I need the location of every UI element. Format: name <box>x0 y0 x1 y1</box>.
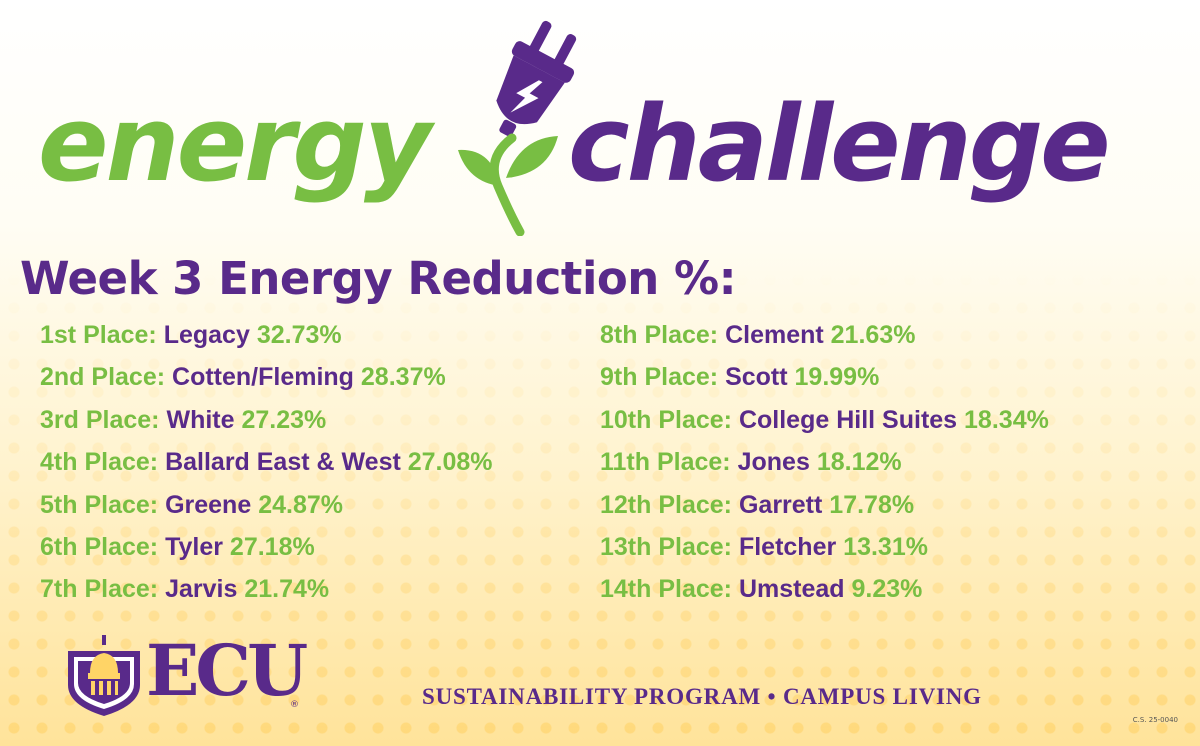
ranking-row: 12th Place: Garrett 17.78% <box>600 490 1049 532</box>
reduction-percent: 32.73% <box>256 321 342 349</box>
reduction-percent: 18.12% <box>816 448 902 477</box>
place-label: 8th Place: <box>600 321 719 349</box>
hall-name: Greene <box>165 490 252 519</box>
ranking-row: 3rd Place: White 27.23% <box>40 405 493 447</box>
registered-mark: ® <box>290 700 299 710</box>
ranking-row: 6th Place: Tyler 27.18% <box>40 532 493 574</box>
hall-name: Clement <box>725 321 824 349</box>
footer-tagline: SUSTAINABILITY PROGRAM • CAMPUS LIVING <box>422 684 982 709</box>
subtitle: Week 3 Energy Reduction %: <box>20 252 737 305</box>
dot-pattern-background <box>0 266 1200 746</box>
hall-name: Cotten/Fleming <box>172 363 354 392</box>
ranking-row: 2nd Place: Cotten/Fleming 28.37% <box>40 362 493 404</box>
reduction-percent: 13.31% <box>843 532 928 561</box>
reduction-percent: 9.23% <box>851 575 923 604</box>
reduction-percent: 21.74% <box>244 575 330 604</box>
ecu-cupola-shield-icon <box>68 635 140 716</box>
ranking-row: 1st Place: Legacy 32.73% <box>40 320 493 362</box>
hall-name: Legacy <box>163 321 250 349</box>
hall-name: Ballard East & West <box>165 448 401 477</box>
hall-name: Fletcher <box>738 532 837 561</box>
place-label: 6th Place: <box>40 532 159 561</box>
place-label: 4th Place: <box>40 448 159 477</box>
hall-name: College Hill Suites <box>738 405 958 434</box>
hall-name: Jones <box>737 448 810 477</box>
hall-name: Tyler <box>165 532 223 561</box>
hall-name: Garrett <box>738 490 823 519</box>
document-code: C.S. 25-0040 <box>1132 716 1178 724</box>
plug-leaf-icon <box>458 20 577 236</box>
place-label: 10th Place: <box>600 405 733 434</box>
place-label: 11th Place: <box>600 448 731 477</box>
reduction-percent: 24.87% <box>258 490 343 519</box>
ranking-row: 5th Place: Greene 24.87% <box>40 490 493 532</box>
hall-name: White <box>166 405 235 434</box>
reduction-percent: 27.08% <box>407 448 493 477</box>
ecu-wordmark: ECU <box>146 629 308 712</box>
ranking-row: 9th Place: Scott 19.99% <box>600 362 1049 404</box>
reduction-percent: 21.63% <box>830 321 916 349</box>
rankings-left-column: 1st Place: Legacy 32.73% 2nd Place: Cott… <box>40 320 493 617</box>
ranking-row: 10th Place: College Hill Suites 18.34% <box>600 405 1049 447</box>
ranking-row: 7th Place: Jarvis 21.74% <box>40 574 493 616</box>
place-label: 2nd Place: <box>40 363 166 392</box>
place-label: 3rd Place: <box>40 405 160 434</box>
place-label: 7th Place: <box>40 575 159 604</box>
hall-name: Jarvis <box>165 575 238 604</box>
ranking-row: 4th Place: Ballard East & West 27.08% <box>40 447 493 489</box>
reduction-percent: 27.23% <box>241 405 327 434</box>
hall-name: Scott <box>725 363 788 392</box>
place-label: 9th Place: <box>600 363 719 392</box>
reduction-percent: 17.78% <box>829 490 915 519</box>
place-label: 13th Place: <box>600 532 739 561</box>
title-challenge: challenge <box>568 83 1111 205</box>
reduction-percent: 19.99% <box>794 363 880 392</box>
place-label: 5th Place: <box>40 490 159 519</box>
ranking-row: 14th Place: Umstead 9.23% <box>600 574 1049 616</box>
hall-name: Umstead <box>738 575 845 604</box>
reduction-percent: 18.34% <box>964 405 1049 434</box>
ranking-row: 13th Place: Fletcher 13.31% <box>600 532 1049 574</box>
place-label: 1st Place: <box>40 321 157 349</box>
ranking-row: 8th Place: Clement 21.63% <box>600 320 1049 362</box>
rankings-right-column: 8th Place: Clement 21.63% 9th Place: Sco… <box>600 320 1049 617</box>
place-label: 12th Place: <box>600 490 733 519</box>
reduction-percent: 27.18% <box>229 532 315 561</box>
place-label: 14th Place: <box>600 575 733 604</box>
ranking-row: 11th Place: Jones 18.12% <box>600 447 1049 489</box>
reduction-percent: 28.37% <box>360 363 446 392</box>
title-energy: energy <box>38 83 432 205</box>
